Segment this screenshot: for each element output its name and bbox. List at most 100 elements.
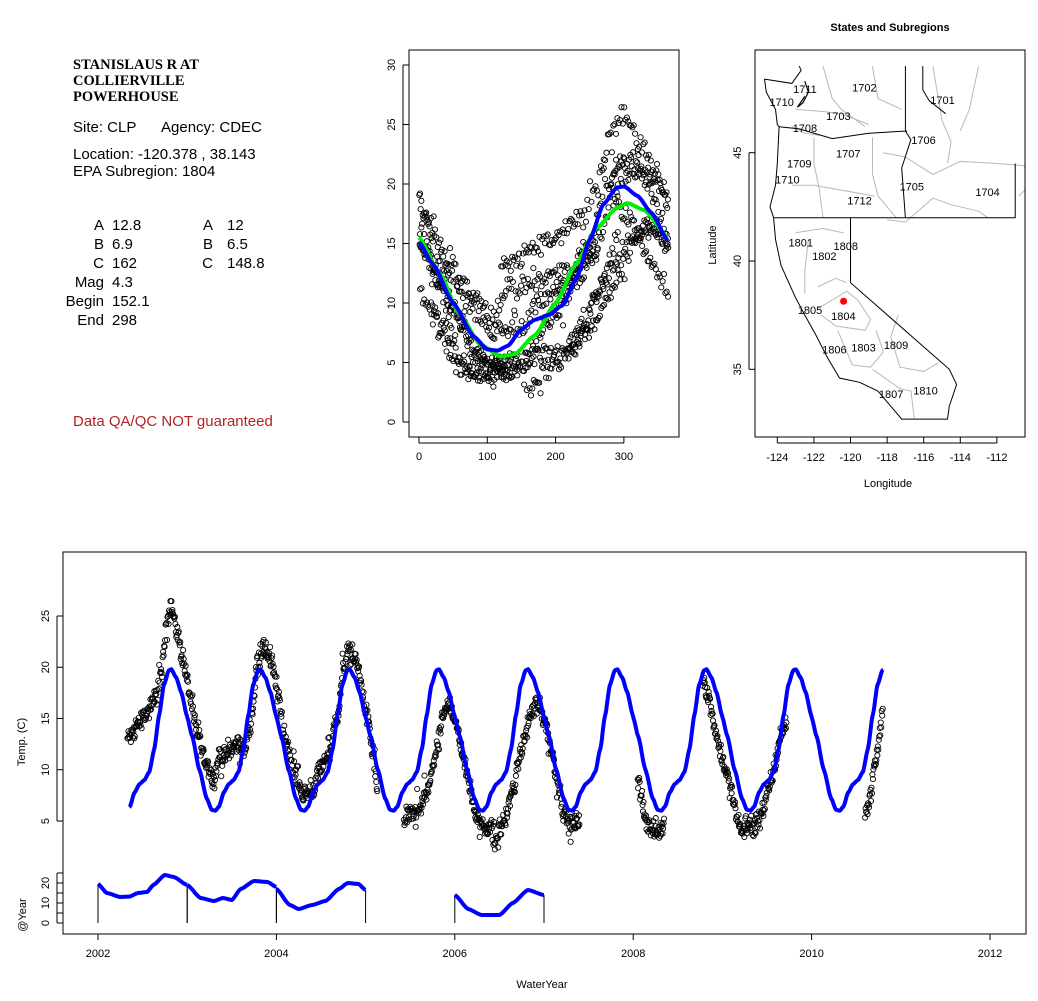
data-point [507,358,514,365]
data-point [498,327,505,334]
data-point [643,152,650,159]
data-point [598,235,605,242]
data-point [481,353,488,360]
region-label: 1810 [913,386,937,398]
data-point [551,352,558,359]
data-point [188,706,196,713]
data-point [469,305,476,312]
data-point [605,275,612,282]
x-tick-label: -116 [913,452,934,464]
region-label: 1705 [900,182,924,194]
y-tick-label: 25 [40,610,52,622]
data-point [735,811,742,818]
x-tick-label: 2006 [443,948,467,960]
data-point [619,216,627,223]
data-point [425,219,432,226]
data-point [433,313,440,320]
data-point [608,174,615,181]
data-point [644,216,651,223]
region-label: 1702 [852,82,876,94]
state-border [779,126,908,140]
data-point [518,260,525,267]
data-point [153,691,160,698]
data-point [565,226,572,233]
data-point [609,285,616,292]
data-point [431,226,439,233]
data-point [445,261,452,268]
data-point [732,805,739,812]
data-point [485,324,493,331]
data-point [479,816,486,823]
data-point [763,793,770,800]
data-point [168,598,175,605]
data-point [463,291,470,299]
data-point [635,152,642,159]
data-point [477,378,484,385]
data-point [615,119,622,127]
data-point [465,339,472,346]
data-point [458,359,465,366]
y-tick-label: 15 [40,712,52,724]
data-point [645,164,652,171]
data-point [197,733,204,740]
region-label: 1706 [911,135,935,147]
data-point [550,240,557,247]
data-point [160,652,167,659]
data-point [510,785,517,792]
region-label: 1712 [847,195,871,207]
data-point [530,265,537,272]
epa-subregion: EPA Subregion: 1804 [73,163,216,180]
data-point [541,357,548,364]
data-point [423,790,430,797]
data-point [163,636,171,643]
data-point [512,772,519,779]
data-point [179,662,186,669]
data-point [760,807,767,814]
data-point [410,815,417,822]
data-point [607,129,614,136]
data-point [536,302,543,309]
data-point [269,660,276,667]
data-point [475,368,482,375]
data-point [463,333,470,340]
data-point [546,323,553,330]
data-point [510,788,517,795]
data-point [629,239,636,246]
data-point [196,727,203,734]
data-point [660,820,667,827]
data-point [566,344,573,351]
subregion-boundary [932,66,952,164]
data-point [358,677,365,684]
data-point [466,290,473,298]
data-point [440,267,447,274]
site-title-line: COLLIERVILLE [73,73,185,89]
data-point [347,646,354,653]
data-point [538,363,545,371]
data-point [439,266,446,273]
data-point [429,321,436,328]
data-point [658,284,665,291]
fit2-value: 6.5 [227,236,248,253]
data-point [515,765,522,772]
data-point [442,261,449,268]
data-point [463,363,470,370]
data-point [615,198,622,205]
region-label: 1701 [930,95,954,107]
data-point [576,212,583,219]
data-point [762,796,769,803]
data-point [513,295,521,302]
data-point [432,304,439,311]
data-point [505,372,513,380]
data-point [485,361,492,368]
data-point [256,659,263,666]
data-point [580,274,587,281]
x-tick-label: 2010 [799,948,823,960]
data-point [609,267,616,274]
data-point [158,666,165,673]
data-point [640,798,647,806]
data-point [272,684,280,691]
data-point [184,672,191,679]
data-point [652,815,659,822]
state-border [773,163,1016,219]
data-point [581,207,588,214]
